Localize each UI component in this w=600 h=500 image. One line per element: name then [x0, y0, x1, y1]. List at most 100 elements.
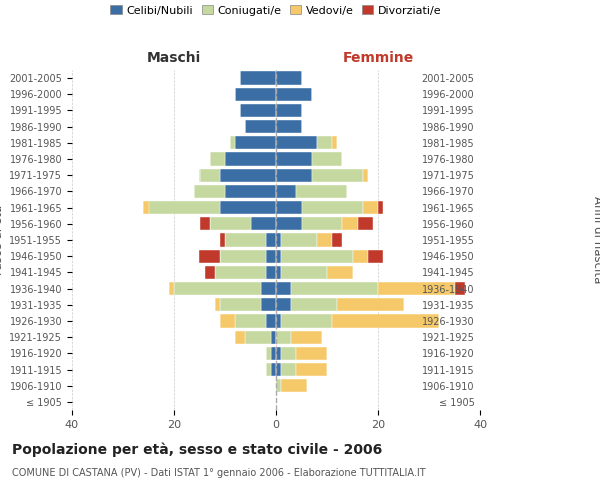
- Text: Popolazione per età, sesso e stato civile - 2006: Popolazione per età, sesso e stato civil…: [12, 442, 382, 457]
- Bar: [342, 217, 358, 230]
- Bar: [225, 234, 266, 246]
- Bar: [215, 298, 220, 312]
- Bar: [276, 88, 312, 101]
- Bar: [276, 152, 312, 166]
- Bar: [266, 234, 276, 246]
- Bar: [281, 266, 327, 279]
- Bar: [276, 298, 292, 312]
- Bar: [143, 201, 149, 214]
- Bar: [235, 314, 266, 328]
- Bar: [312, 152, 342, 166]
- Bar: [169, 282, 174, 295]
- Bar: [332, 314, 439, 328]
- Bar: [332, 234, 342, 246]
- Text: COMUNE DI CASTANA (PV) - Dati ISTAT 1° gennaio 2006 - Elaborazione TUTTITALIA.IT: COMUNE DI CASTANA (PV) - Dati ISTAT 1° g…: [12, 468, 425, 477]
- Bar: [245, 120, 276, 134]
- Bar: [199, 250, 220, 263]
- Bar: [240, 72, 276, 85]
- Bar: [220, 201, 276, 214]
- Bar: [194, 185, 225, 198]
- Bar: [317, 136, 332, 149]
- Bar: [317, 234, 332, 246]
- Bar: [245, 330, 271, 344]
- Text: Anni di nascita: Anni di nascita: [590, 196, 600, 284]
- Bar: [210, 217, 251, 230]
- Bar: [276, 346, 281, 360]
- Bar: [276, 217, 302, 230]
- Bar: [276, 104, 302, 117]
- Bar: [281, 346, 296, 360]
- Bar: [199, 168, 220, 182]
- Bar: [276, 234, 281, 246]
- Y-axis label: Fasce di età: Fasce di età: [0, 205, 5, 275]
- Bar: [251, 217, 276, 230]
- Legend: Celibi/Nubili, Coniugati/e, Vedovi/e, Divorziati/e: Celibi/Nubili, Coniugati/e, Vedovi/e, Di…: [106, 1, 446, 20]
- Bar: [276, 330, 292, 344]
- Bar: [215, 266, 266, 279]
- Bar: [276, 185, 296, 198]
- Bar: [266, 266, 276, 279]
- Bar: [276, 250, 281, 263]
- Bar: [362, 201, 378, 214]
- Bar: [260, 282, 276, 295]
- Text: Maschi: Maschi: [147, 51, 201, 65]
- Bar: [225, 185, 276, 198]
- Bar: [230, 136, 235, 149]
- Bar: [225, 152, 276, 166]
- Bar: [296, 185, 347, 198]
- Bar: [455, 282, 465, 295]
- Bar: [276, 266, 281, 279]
- Bar: [276, 314, 281, 328]
- Bar: [148, 201, 220, 214]
- Bar: [271, 330, 276, 344]
- Bar: [276, 201, 302, 214]
- Bar: [235, 330, 245, 344]
- Bar: [205, 266, 215, 279]
- Bar: [271, 363, 276, 376]
- Bar: [266, 314, 276, 328]
- Bar: [235, 88, 276, 101]
- Bar: [281, 379, 307, 392]
- Bar: [292, 298, 337, 312]
- Bar: [266, 346, 271, 360]
- Bar: [327, 266, 353, 279]
- Bar: [302, 201, 362, 214]
- Bar: [260, 298, 276, 312]
- Bar: [220, 314, 235, 328]
- Bar: [378, 282, 455, 295]
- Bar: [199, 217, 210, 230]
- Bar: [276, 379, 281, 392]
- Bar: [353, 250, 368, 263]
- Bar: [210, 152, 225, 166]
- Bar: [332, 136, 337, 149]
- Bar: [368, 250, 383, 263]
- Bar: [281, 314, 332, 328]
- Bar: [266, 250, 276, 263]
- Bar: [174, 282, 260, 295]
- Bar: [276, 168, 312, 182]
- Bar: [276, 120, 302, 134]
- Bar: [276, 282, 292, 295]
- Bar: [220, 168, 276, 182]
- Bar: [337, 298, 404, 312]
- Bar: [271, 346, 276, 360]
- Bar: [312, 168, 362, 182]
- Bar: [296, 363, 327, 376]
- Bar: [276, 136, 317, 149]
- Bar: [296, 346, 327, 360]
- Bar: [276, 363, 281, 376]
- Bar: [276, 72, 302, 85]
- Bar: [378, 201, 383, 214]
- Bar: [292, 330, 322, 344]
- Bar: [220, 234, 225, 246]
- Bar: [292, 282, 378, 295]
- Bar: [358, 217, 373, 230]
- Bar: [281, 250, 353, 263]
- Text: Femmine: Femmine: [343, 51, 413, 65]
- Bar: [302, 217, 342, 230]
- Bar: [281, 363, 296, 376]
- Bar: [235, 136, 276, 149]
- Bar: [266, 363, 271, 376]
- Bar: [220, 250, 266, 263]
- Bar: [362, 168, 368, 182]
